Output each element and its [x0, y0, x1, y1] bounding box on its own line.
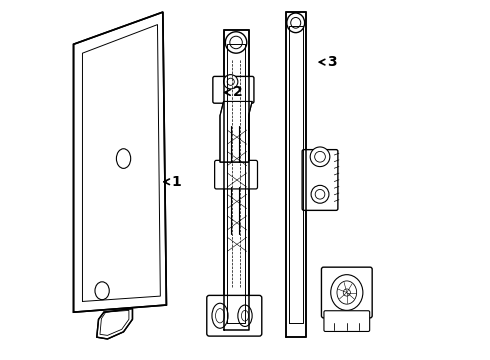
Ellipse shape [230, 36, 243, 49]
FancyBboxPatch shape [302, 150, 338, 210]
Ellipse shape [337, 281, 357, 304]
Text: 2: 2 [224, 85, 242, 99]
Ellipse shape [287, 13, 305, 33]
FancyBboxPatch shape [324, 311, 369, 332]
Text: 1: 1 [164, 175, 181, 189]
Ellipse shape [95, 282, 109, 300]
Ellipse shape [291, 18, 301, 28]
Ellipse shape [242, 310, 248, 321]
Ellipse shape [223, 75, 238, 89]
Text: 3: 3 [319, 55, 337, 69]
Polygon shape [286, 12, 306, 337]
Ellipse shape [311, 185, 329, 203]
Ellipse shape [227, 78, 234, 85]
FancyBboxPatch shape [215, 160, 258, 189]
Polygon shape [97, 309, 132, 339]
Ellipse shape [117, 149, 131, 168]
Ellipse shape [310, 147, 330, 167]
Polygon shape [74, 12, 167, 312]
Polygon shape [220, 102, 252, 162]
FancyBboxPatch shape [321, 267, 372, 318]
Ellipse shape [238, 305, 252, 327]
Ellipse shape [315, 152, 325, 162]
Ellipse shape [230, 304, 243, 317]
Ellipse shape [225, 300, 247, 321]
Ellipse shape [225, 32, 247, 53]
Ellipse shape [331, 275, 363, 310]
Polygon shape [223, 30, 248, 330]
FancyBboxPatch shape [213, 76, 254, 103]
Ellipse shape [212, 303, 228, 328]
Ellipse shape [343, 289, 350, 296]
Ellipse shape [216, 309, 224, 323]
FancyBboxPatch shape [207, 296, 262, 336]
Ellipse shape [315, 189, 325, 199]
